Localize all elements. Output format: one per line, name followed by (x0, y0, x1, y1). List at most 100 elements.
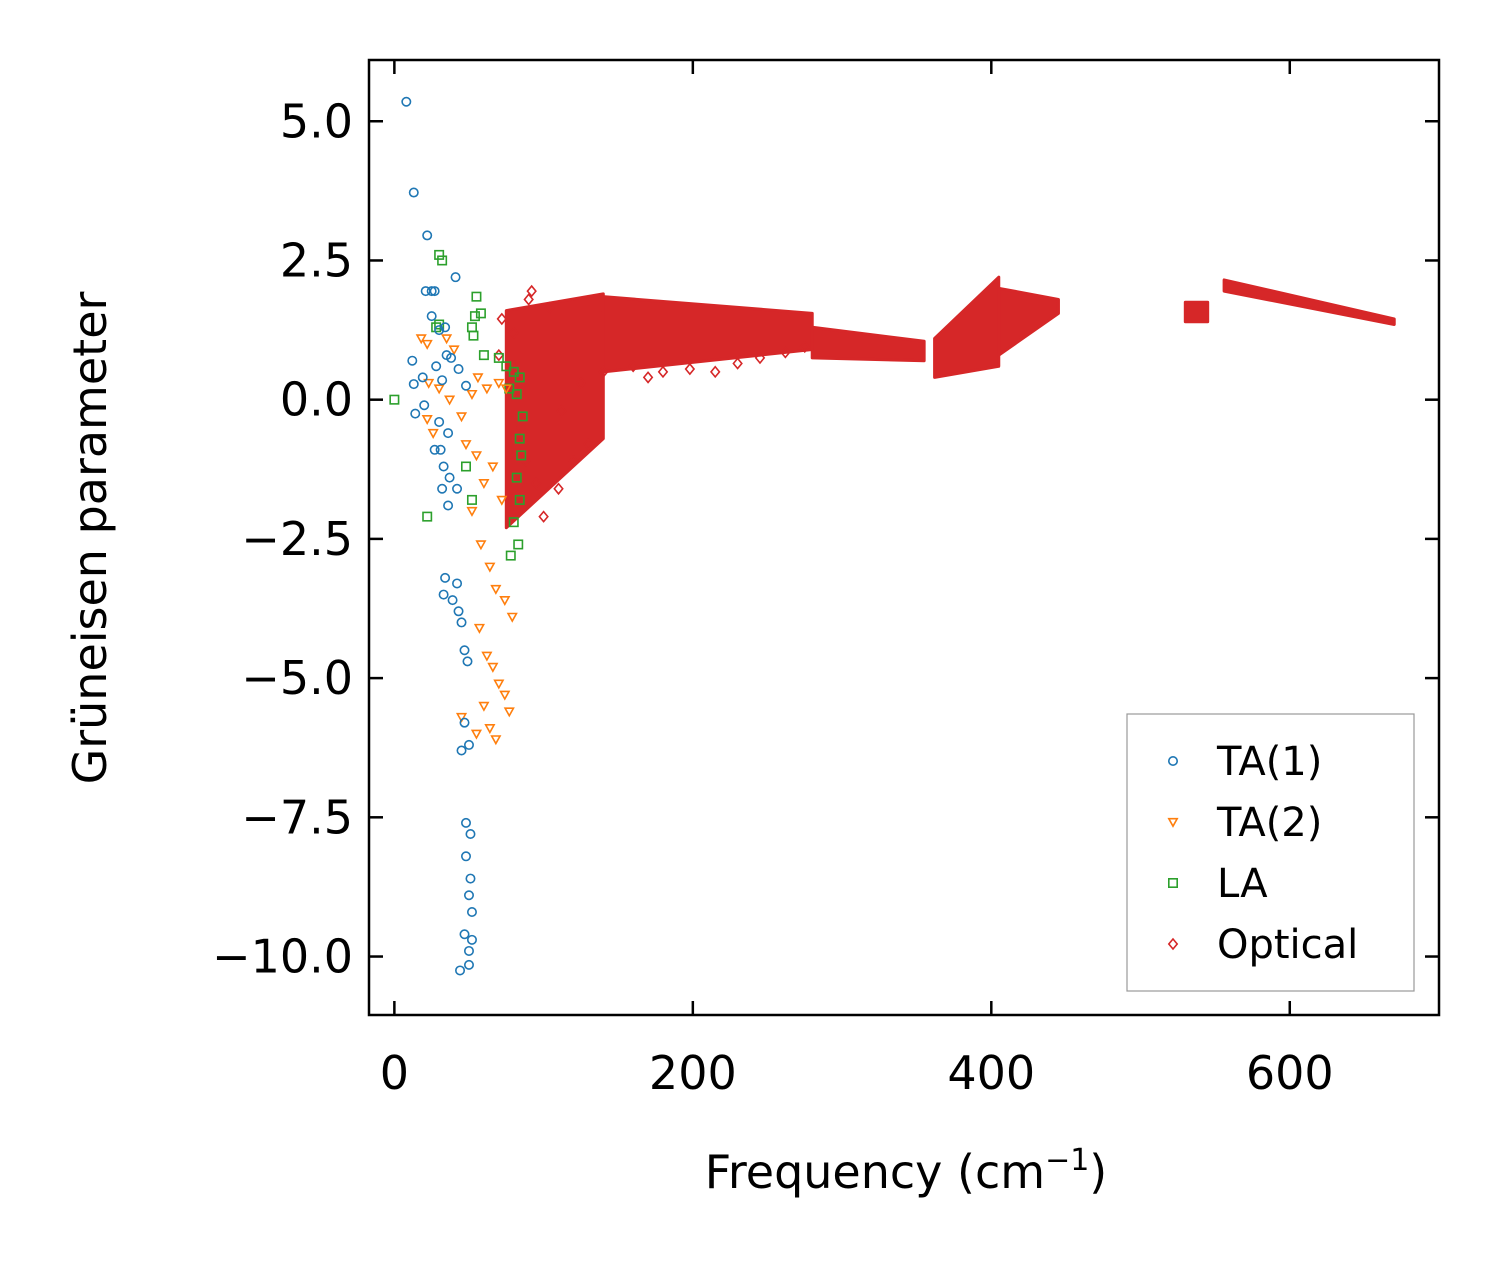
legend-item: TA(2) (1167, 800, 1322, 846)
plot-frame (367, 58, 1441, 1017)
data-point (544, 301, 555, 315)
data-point (417, 372, 428, 383)
data-point (684, 362, 696, 376)
data-point (478, 479, 490, 490)
data-point (732, 357, 743, 370)
data-point (754, 351, 766, 365)
data-point (461, 461, 472, 472)
legend-item: LA (1168, 861, 1268, 907)
data-point (481, 384, 493, 395)
y-tick-label: −10.0 (212, 930, 353, 984)
data-point (508, 326, 519, 340)
data-point (487, 462, 499, 473)
data-point (455, 412, 468, 423)
data-point (473, 623, 485, 634)
data-point (657, 365, 669, 379)
data-point (410, 408, 421, 419)
data-point (501, 361, 512, 372)
x-tick-label: 400 (947, 1046, 1035, 1100)
data-point (426, 286, 437, 297)
data-point (481, 651, 493, 662)
legend-marker (1168, 877, 1179, 888)
data-point (553, 482, 564, 496)
data-point (450, 272, 461, 283)
data-point (444, 395, 456, 406)
data-point (461, 851, 472, 862)
y-tick-label: 5.0 (280, 94, 353, 148)
data-point (441, 334, 453, 345)
data-point (463, 890, 474, 901)
data-point (456, 745, 467, 756)
data-point (463, 945, 474, 956)
optical-dense-region (997, 286, 1060, 357)
data-point (496, 495, 508, 506)
data-point (452, 483, 463, 494)
data-point (493, 378, 505, 389)
data-point (513, 539, 524, 550)
data-point (460, 440, 472, 451)
optical-dense-region (504, 292, 605, 530)
data-point (453, 606, 464, 617)
data-point (503, 707, 515, 718)
data-point (508, 517, 519, 528)
data-point (530, 476, 542, 490)
data-point (466, 494, 477, 505)
data-point (799, 340, 811, 354)
data-point (452, 578, 463, 589)
data-point (461, 380, 472, 391)
legend-marker (1167, 817, 1179, 828)
data-point (496, 312, 508, 326)
data-point (517, 411, 528, 422)
data-point (500, 384, 512, 395)
data-point (506, 612, 518, 623)
data-point (437, 255, 448, 266)
y-tick-label: −7.5 (241, 790, 353, 844)
data-point (709, 365, 721, 379)
legend-label: Optical (1217, 922, 1358, 968)
data-point (469, 311, 480, 322)
data-point (421, 415, 433, 426)
data-point (431, 361, 442, 372)
legend-item: Optical (1167, 922, 1358, 968)
data-point (490, 584, 502, 595)
data-point (470, 729, 483, 740)
series-optical (493, 275, 1396, 530)
data-point (444, 472, 455, 483)
data-point (466, 389, 478, 400)
data-point (470, 451, 483, 462)
data-point (443, 500, 454, 511)
data-point (523, 293, 534, 306)
series-ta-2- (415, 334, 518, 746)
data-point (437, 375, 448, 386)
data-point (459, 717, 470, 728)
legend: TA(1) TA(2) LA Optical (1126, 713, 1415, 992)
data-point (433, 384, 445, 395)
data-point (514, 372, 525, 383)
data-point (408, 379, 419, 390)
data-point (583, 437, 594, 451)
data-point (475, 308, 486, 319)
data-point (421, 339, 433, 350)
data-point (515, 421, 527, 434)
data-point (556, 404, 567, 418)
legend-label: TA(2) (1216, 800, 1322, 846)
x-tick-label: 0 (380, 1046, 409, 1100)
data-point (508, 366, 519, 377)
data-point (472, 373, 484, 384)
data-point (423, 378, 435, 389)
data-point (499, 690, 511, 701)
data-point (538, 510, 549, 523)
data-point (434, 325, 445, 336)
data-point (426, 311, 437, 322)
data-point (422, 230, 433, 241)
data-point (511, 389, 522, 400)
data-point (493, 352, 504, 363)
optical-dense-region (1222, 278, 1396, 327)
data-point (514, 433, 525, 444)
data-point (429, 286, 440, 297)
optical-dense-region (1183, 300, 1210, 324)
data-point (575, 376, 587, 390)
data-point (493, 679, 505, 690)
data-point (471, 291, 482, 302)
